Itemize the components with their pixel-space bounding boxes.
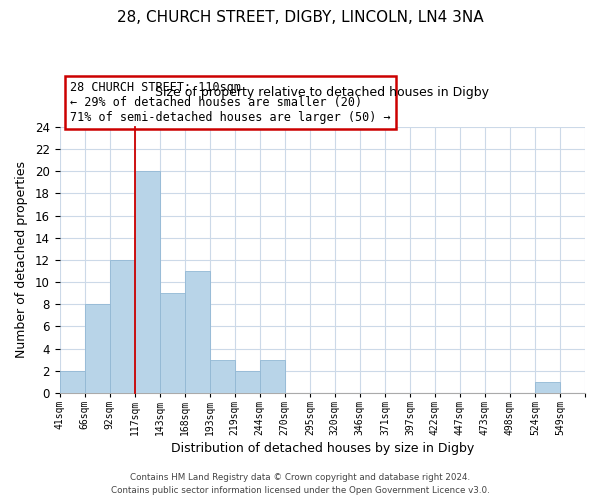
Bar bbox=[160, 293, 185, 393]
Bar bbox=[185, 271, 210, 393]
Bar bbox=[260, 360, 285, 393]
Text: 28, CHURCH STREET, DIGBY, LINCOLN, LN4 3NA: 28, CHURCH STREET, DIGBY, LINCOLN, LN4 3… bbox=[116, 10, 484, 25]
Text: Contains HM Land Registry data © Crown copyright and database right 2024.
Contai: Contains HM Land Registry data © Crown c… bbox=[110, 474, 490, 495]
Bar bbox=[535, 382, 560, 393]
Bar bbox=[85, 304, 110, 393]
Bar bbox=[235, 370, 260, 393]
Bar bbox=[110, 260, 135, 393]
Title: Size of property relative to detached houses in Digby: Size of property relative to detached ho… bbox=[155, 86, 490, 100]
X-axis label: Distribution of detached houses by size in Digby: Distribution of detached houses by size … bbox=[171, 442, 474, 455]
Bar bbox=[210, 360, 235, 393]
Y-axis label: Number of detached properties: Number of detached properties bbox=[15, 162, 28, 358]
Bar bbox=[135, 171, 160, 393]
Bar bbox=[59, 370, 85, 393]
Text: 28 CHURCH STREET: 110sqm
← 29% of detached houses are smaller (20)
71% of semi-d: 28 CHURCH STREET: 110sqm ← 29% of detach… bbox=[70, 81, 391, 124]
